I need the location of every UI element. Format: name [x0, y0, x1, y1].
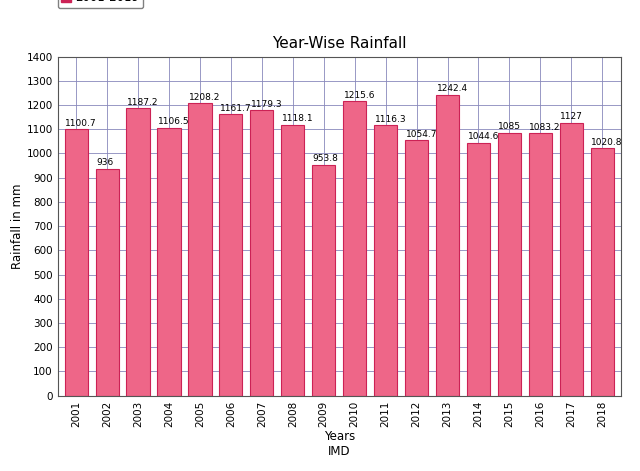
Bar [250, 110, 273, 396]
Bar [343, 101, 366, 396]
Text: 1161.7: 1161.7 [220, 104, 252, 113]
Bar [312, 164, 335, 396]
Bar [405, 140, 428, 396]
Bar [436, 95, 459, 396]
Bar [157, 128, 180, 396]
Text: 1106.5: 1106.5 [158, 117, 189, 126]
Text: 1054.7: 1054.7 [406, 130, 437, 138]
Text: 936: 936 [96, 158, 113, 168]
Text: 1116.3: 1116.3 [374, 115, 406, 124]
Text: 1044.6: 1044.6 [467, 132, 499, 141]
Text: 1083.2: 1083.2 [529, 123, 561, 132]
Text: 1215.6: 1215.6 [344, 91, 375, 100]
Y-axis label: Rainfall in mm: Rainfall in mm [11, 183, 24, 269]
Bar [188, 103, 212, 396]
Bar [127, 108, 150, 396]
Title: Year-Wise Rainfall: Year-Wise Rainfall [272, 36, 406, 51]
Text: 1020.8: 1020.8 [591, 138, 623, 147]
Text: 1208.2: 1208.2 [189, 92, 220, 102]
Text: 1242.4: 1242.4 [436, 84, 468, 93]
Text: 1118.1: 1118.1 [282, 114, 314, 123]
Bar [374, 125, 397, 396]
Bar [498, 133, 521, 396]
Bar [220, 114, 243, 396]
Text: 1085: 1085 [499, 122, 522, 131]
Bar [281, 125, 305, 396]
Text: 953.8: 953.8 [313, 154, 339, 163]
X-axis label: Years
IMD: Years IMD [324, 430, 355, 458]
Bar [467, 143, 490, 396]
Text: 1187.2: 1187.2 [127, 97, 159, 106]
Bar [560, 122, 583, 396]
Text: 1179.3: 1179.3 [251, 99, 282, 108]
Bar [591, 148, 614, 396]
Legend: 2001-2019: 2001-2019 [58, 0, 143, 8]
Bar [65, 129, 88, 396]
Bar [529, 133, 552, 396]
Text: 1127: 1127 [560, 112, 583, 121]
Text: 1100.7: 1100.7 [65, 119, 97, 128]
Bar [95, 169, 118, 396]
